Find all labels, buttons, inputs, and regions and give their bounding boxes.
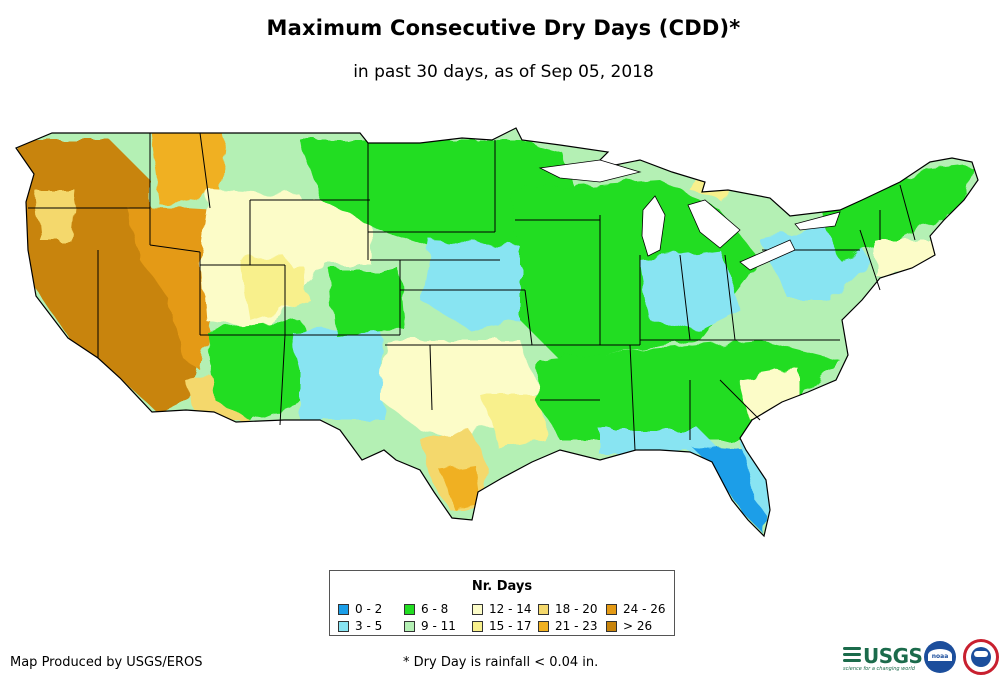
legend-swatch — [472, 604, 483, 615]
legend-item: 21 - 23 — [538, 619, 598, 633]
state-boundaries — [15, 127, 979, 537]
legend-swatch — [538, 604, 549, 615]
legend-item: 18 - 20 — [538, 602, 598, 616]
legend-item: 12 - 14 — [472, 602, 532, 616]
usgs-wave-icon — [843, 645, 861, 667]
legend-swatch — [338, 604, 349, 615]
cdd-raster — [16, 128, 978, 536]
legend-item: 6 - 8 — [404, 602, 448, 616]
great-lakes — [538, 159, 841, 271]
usgs-wordmark: USGS — [863, 644, 923, 668]
noaa-bird-icon — [928, 649, 952, 661]
legend-swatch — [606, 621, 617, 632]
footnote-text: * Dry Day is rainfall < 0.04 in. — [403, 655, 599, 670]
legend-item: 0 - 2 — [338, 602, 382, 616]
map-title: Maximum Consecutive Dry Days (CDD)* — [266, 16, 741, 40]
legend-swatch — [338, 621, 349, 632]
legend-swatch — [404, 604, 415, 615]
nws-cloud-icon — [974, 651, 988, 657]
legend-swatch — [538, 621, 549, 632]
legend-item: > 26 — [606, 619, 652, 633]
legend-swatch — [472, 621, 483, 632]
legend-swatch — [404, 621, 415, 632]
legend-item: 24 - 26 — [606, 602, 666, 616]
legend-item: 9 - 11 — [404, 619, 456, 633]
nws-logo — [963, 639, 999, 675]
usgs-logo: USGS — [843, 643, 923, 669]
noaa-wordmark: noaa — [931, 653, 949, 660]
usgs-tagline: science for a changing world — [843, 666, 915, 672]
legend: Nr. Days 0 - 2 3 - 5 6 - 8 9 - 11 12 - 1… — [329, 570, 675, 636]
credit-text: Map Produced by USGS/EROS — [10, 655, 203, 670]
legend-item: 15 - 17 — [472, 619, 532, 633]
nws-globe-icon — [971, 647, 991, 667]
legend-swatch — [606, 604, 617, 615]
noaa-logo: noaa — [924, 641, 956, 673]
map-subtitle: in past 30 days, as of Sep 05, 2018 — [353, 62, 654, 82]
legend-title: Nr. Days — [471, 579, 533, 594]
legend-item: 3 - 5 — [338, 619, 382, 633]
